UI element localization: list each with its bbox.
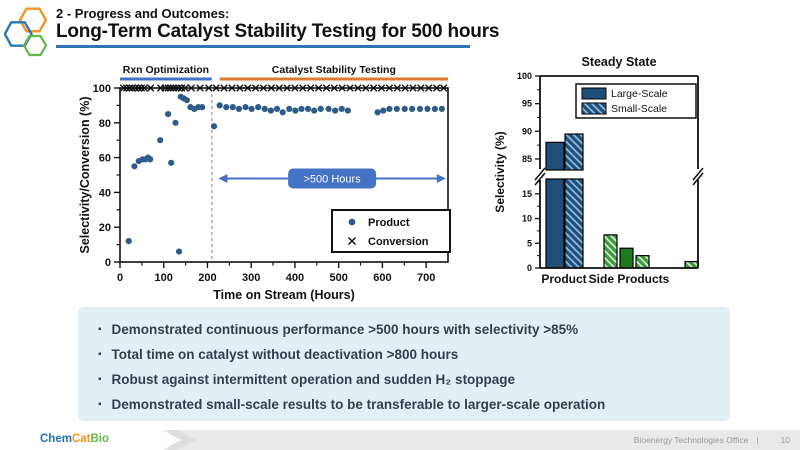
svg-text:Product: Product [541, 272, 586, 286]
svg-text:0: 0 [117, 272, 123, 284]
svg-text:>500 Hours: >500 Hours [304, 173, 362, 185]
svg-text:Conversion: Conversion [368, 236, 429, 248]
bullet-text: Total time on catalyst without deactivat… [111, 347, 459, 362]
bar-legend: Large-Scale Small-Scale [575, 83, 697, 119]
svg-text:0: 0 [527, 263, 532, 273]
svg-text:Small-Scale: Small-Scale [611, 103, 667, 115]
svg-text:200: 200 [198, 272, 216, 284]
svg-text:10: 10 [522, 214, 532, 224]
svg-text:80: 80 [99, 118, 111, 130]
title-underline [56, 45, 470, 48]
svg-text:400: 400 [286, 272, 304, 284]
svg-text:Steady State: Steady State [581, 55, 656, 69]
slide-header: 2 - Progress and Outcomes: Long-Term Cat… [4, 4, 499, 58]
svg-text:500: 500 [329, 272, 347, 284]
hexagon-blue [4, 21, 33, 47]
wordmark-chem: Chem [40, 433, 72, 445]
chemcatbio-hexagon-logo [4, 7, 48, 57]
bullet-square-icon: ▪ [98, 374, 102, 385]
region-label: Rxn Optimization [120, 64, 212, 81]
wordmark-bio: Bio [90, 433, 110, 445]
svg-text:300: 300 [242, 272, 260, 284]
bullet-square-icon: ▪ [98, 399, 102, 410]
bullet-item: ▪ Demonstrated small-scale results to be … [96, 392, 714, 417]
footer-org: Bioenergy Technologies Office [633, 435, 749, 445]
svg-text:100: 100 [155, 272, 173, 284]
wordmark-cat: Cat [71, 433, 91, 445]
svg-text:600: 600 [373, 272, 391, 284]
footer-right: Bioenergy Technologies Office | 10 [634, 435, 790, 445]
bullet-item: ▪ Robust against intermittent operation a… [96, 367, 714, 392]
svg-text:95: 95 [522, 99, 532, 109]
svg-text:Selectivity/Conversion (%): Selectivity/Conversion (%) [78, 97, 92, 254]
key-findings-box: ▪ Demonstrated continuous performance >50… [78, 307, 730, 421]
slide-footer: ChemCatBio Bioenergy Technologies Office… [0, 430, 800, 450]
bullet-text: Demonstrated small-scale results to be t… [111, 397, 606, 412]
svg-text:85: 85 [522, 154, 532, 164]
footer-chevron [0, 430, 181, 450]
svg-text:100: 100 [517, 71, 532, 81]
svg-text:90: 90 [522, 126, 532, 136]
svg-text:Catalyst Stability Testing: Catalyst Stability Testing [272, 64, 396, 76]
slide-kicker: 2 - Progress and Outcomes: [56, 6, 230, 21]
steady-state-bar-chart: 85 90 95 100 0 5 10 15 Large-Scale Small-Scale Ste… [493, 55, 704, 286]
hexagon-orange [18, 7, 48, 33]
bullet-square-icon: ▪ [98, 349, 102, 360]
hexagon-green [22, 34, 48, 57]
svg-text:Product: Product [368, 217, 410, 229]
svg-text:Selectivity (%): Selectivity (%) [493, 131, 507, 212]
svg-text:700: 700 [417, 272, 435, 284]
bullet-item: ▪ Total time on catalyst without deactiva… [96, 342, 714, 367]
chemcatbio-wordmark: ChemCatBio [40, 433, 109, 445]
key-findings-list: ▪ Demonstrated continuous performance >50… [96, 317, 714, 417]
duration-annotation: >500 Hours [218, 168, 446, 189]
footer-divider: | [756, 435, 759, 445]
svg-text:Time on Stream (Hours): Time on Stream (Hours) [213, 288, 354, 302]
svg-text:20: 20 [99, 222, 111, 234]
svg-text:5: 5 [527, 238, 532, 248]
page-number: 10 [780, 435, 790, 445]
svg-text:100: 100 [93, 83, 111, 95]
svg-text:Large-Scale: Large-Scale [611, 88, 668, 100]
svg-text:Rxn Optimization: Rxn Optimization [123, 64, 209, 76]
bullet-item: ▪ Demonstrated continuous performance >50… [96, 317, 714, 342]
bullet-text: Demonstrated continuous performance >500… [111, 322, 579, 337]
svg-text:40: 40 [99, 187, 111, 199]
scatter-legend: Product Conversion [331, 209, 451, 253]
svg-text:60: 60 [99, 153, 111, 165]
bullet-text: Robust against intermittent operation an… [111, 372, 516, 387]
svg-text:0: 0 [105, 257, 111, 269]
bullet-square-icon: ▪ [98, 324, 102, 335]
region-label: Catalyst Stability Testing [219, 64, 448, 81]
page-title: Long-Term Catalyst Stability Testing for… [56, 21, 500, 42]
svg-text:Side Products: Side Products [589, 272, 670, 286]
svg-text:15: 15 [522, 189, 532, 199]
time-on-stream-scatter-chart: Rxn Optimization Catalyst Stability Testi… [78, 64, 451, 302]
